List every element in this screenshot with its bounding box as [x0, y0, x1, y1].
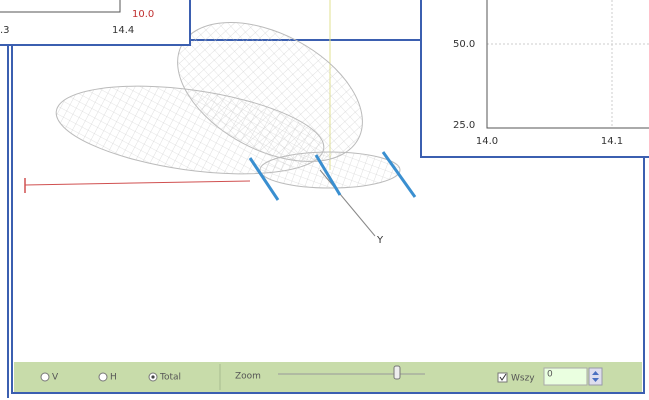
lobe	[55, 85, 325, 175]
checkbox-label: Wszy	[511, 374, 535, 384]
y-tick-label: 50.0	[453, 39, 475, 50]
spinner-arrows	[592, 371, 599, 382]
element	[381, 151, 417, 198]
view-3d: Y	[24, 0, 417, 246]
element	[314, 154, 342, 196]
marker-label: 10.0	[132, 9, 154, 20]
left-inset: .3 14.4 10.0	[0, 0, 191, 46]
radio[interactable]	[98, 372, 108, 382]
radio-label: H	[110, 373, 117, 383]
slider-thumb[interactable]	[393, 365, 401, 380]
radio-dot	[151, 375, 155, 379]
axis-label: Y	[376, 235, 384, 246]
input-value: 0	[547, 370, 553, 380]
toolbar-bg	[14, 362, 642, 392]
right-inset: 50.0 25.0 14.0 14.1	[420, 0, 649, 158]
zoom-label: Zoom	[235, 372, 261, 382]
check	[499, 373, 507, 381]
x-tick-label: 14.1	[601, 136, 623, 147]
y-axis	[319, 169, 376, 237]
x-tick-label: 14.4	[112, 25, 134, 36]
inset-frame	[420, 0, 649, 158]
inset-frame	[0, 0, 191, 46]
x-axis	[24, 180, 251, 186]
element	[248, 157, 280, 201]
plot-axes	[0, 0, 121, 13]
radio[interactable]	[40, 372, 50, 382]
toolbar: V H Total Zoom Wszy 0	[14, 362, 642, 392]
plot-axes	[486, 0, 649, 129]
x-tick-label: 14.0	[476, 136, 498, 147]
x-tick-label: .3	[0, 25, 10, 36]
radio-label: Total	[159, 373, 181, 383]
spinner[interactable]	[588, 367, 603, 386]
radio-label: V	[52, 373, 59, 383]
lobe	[259, 151, 401, 189]
checkbox[interactable]	[497, 372, 508, 383]
input[interactable]	[543, 367, 588, 386]
y-tick-label: 25.0	[453, 120, 475, 131]
